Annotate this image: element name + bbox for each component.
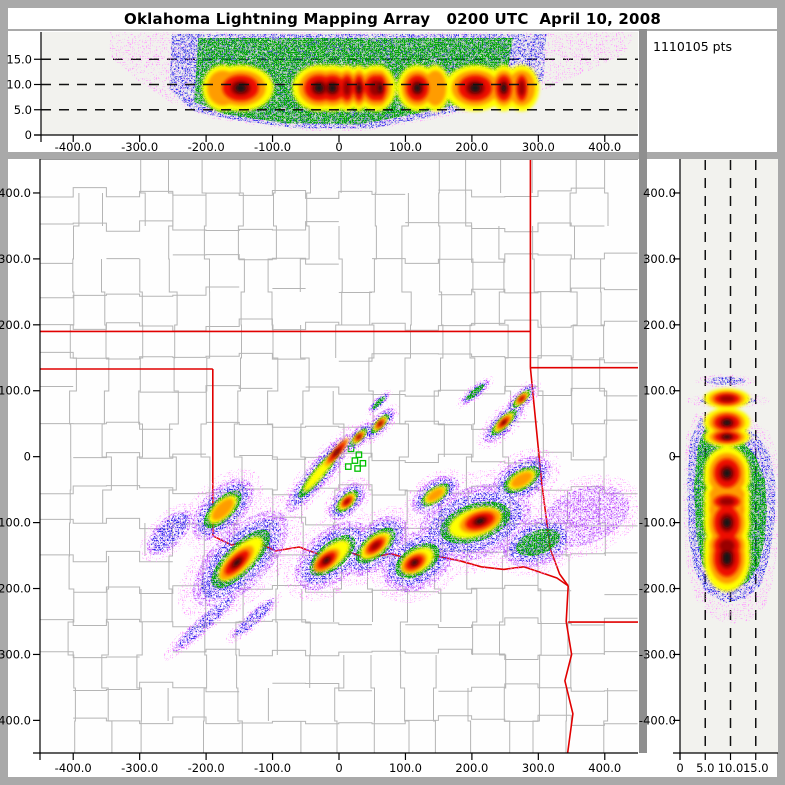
tick-label: -100.0 xyxy=(0,516,31,530)
tick-label: 300.0 xyxy=(643,252,676,266)
altitude-ew-panel[interactable] xyxy=(41,32,638,132)
tick-label: 100.0 xyxy=(389,761,422,775)
tick-label: -100.0 xyxy=(254,140,291,154)
tick-label: 400.0 xyxy=(643,186,676,200)
density-plot-ns xyxy=(683,374,778,625)
page-title: Oklahoma Lightning Mapping Array 0200 UT… xyxy=(124,9,661,28)
axes-and-labels: 005.05.010.010.015.015.0-400.0-400.0-300… xyxy=(0,32,778,775)
tick-label: -200.0 xyxy=(188,140,225,154)
points-box: 1110105 pts xyxy=(647,31,777,152)
tick-label: 400.0 xyxy=(588,761,621,775)
tick-label: -400.0 xyxy=(639,713,676,727)
tick-label: 100.0 xyxy=(643,384,676,398)
station-marker xyxy=(344,463,352,470)
tick-label: 200.0 xyxy=(643,318,676,332)
tick-label: -200.0 xyxy=(639,582,676,596)
tick-label: 100.0 xyxy=(389,140,422,154)
tick-label: 0 xyxy=(669,450,676,464)
tick-label: 10.0 xyxy=(6,78,32,92)
tick-label: -300.0 xyxy=(121,761,158,775)
station-marker xyxy=(359,459,367,467)
tick-label: 0 xyxy=(335,140,342,154)
density-layer xyxy=(719,395,735,569)
points-count-label: 1110105 pts xyxy=(653,39,732,54)
tick-label: 200.0 xyxy=(455,761,488,775)
tick-label: -100.0 xyxy=(254,761,291,775)
tick-label: -400.0 xyxy=(55,140,92,154)
tick-label: -300.0 xyxy=(121,140,158,154)
tick-label: -400.0 xyxy=(0,713,31,727)
tick-label: 15.0 xyxy=(6,52,32,66)
tick-label: 10.0 xyxy=(718,761,744,775)
tick-label: 15.0 xyxy=(743,761,769,775)
tick-label: -100.0 xyxy=(639,516,676,530)
density-layer xyxy=(722,420,731,565)
station-marker xyxy=(351,457,359,464)
tick-label: 5.0 xyxy=(696,761,714,775)
tick-label: 200.0 xyxy=(455,140,488,154)
title-bar: Oklahoma Lightning Mapping Array 0200 UT… xyxy=(8,8,777,29)
station-marker xyxy=(355,451,363,459)
tick-label: -200.0 xyxy=(0,582,31,596)
tick-label: 400.0 xyxy=(0,186,31,200)
tick-label: 400.0 xyxy=(588,140,621,154)
tick-label: 0 xyxy=(676,761,683,775)
tick-label: -300.0 xyxy=(639,647,676,661)
tick-label: 0 xyxy=(25,128,32,142)
tick-label: 100.0 xyxy=(0,384,31,398)
tick-label: 0 xyxy=(24,450,31,464)
station-marker xyxy=(354,465,361,472)
tick-label: -200.0 xyxy=(188,761,225,775)
tick-label: 0 xyxy=(335,761,342,775)
tick-label: 300.0 xyxy=(0,252,31,266)
tick-label: 300.0 xyxy=(522,140,555,154)
density-layer xyxy=(233,420,506,567)
tick-label: 5.0 xyxy=(14,103,32,117)
tick-label: 300.0 xyxy=(522,761,555,775)
tick-label: -400.0 xyxy=(55,761,92,775)
ns-altitude-panel[interactable] xyxy=(683,160,780,753)
tick-label: 200.0 xyxy=(0,318,31,332)
plan-view-map-panel[interactable] xyxy=(40,160,654,753)
density-layer xyxy=(235,84,507,93)
tick-label: -300.0 xyxy=(0,647,31,661)
density-plot-map xyxy=(139,375,638,661)
density-plot-ew xyxy=(109,32,635,131)
